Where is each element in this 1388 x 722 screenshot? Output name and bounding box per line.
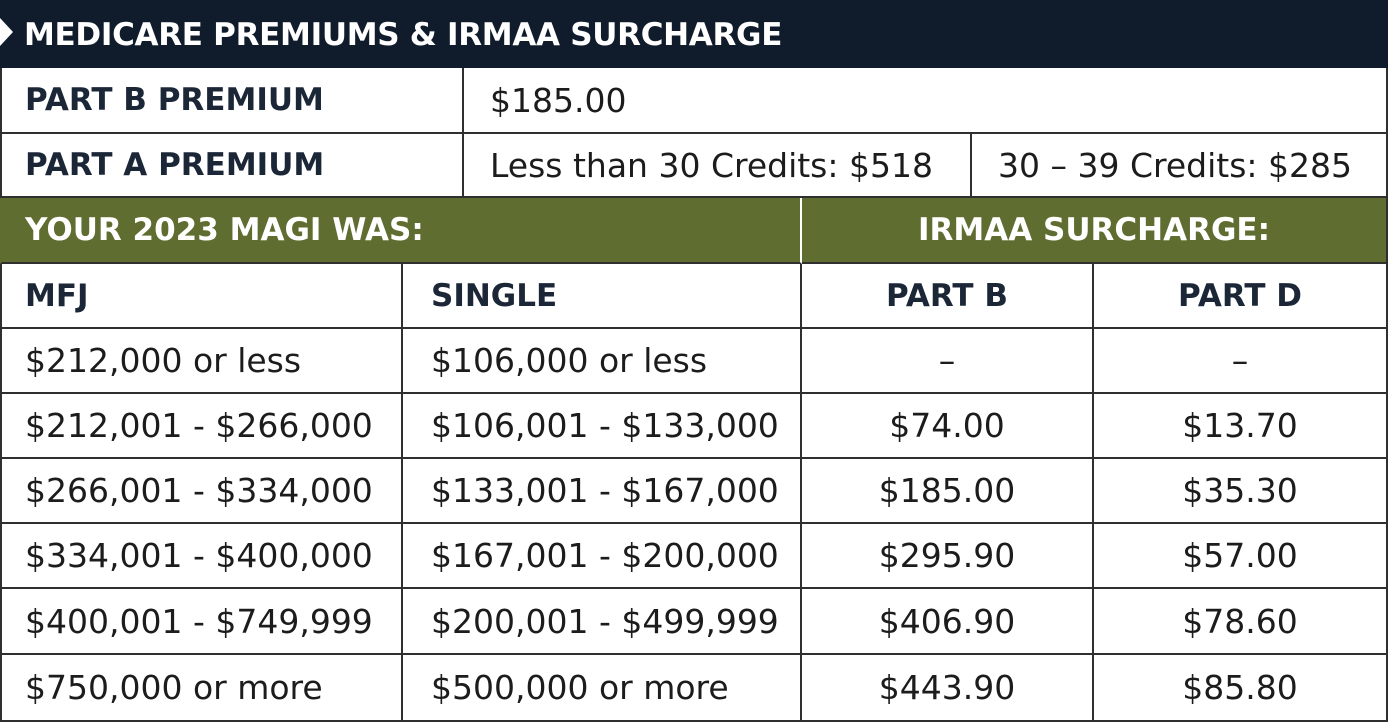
part-d-cell: $35.30: [1094, 459, 1388, 524]
table-row: $212,001 - $266,000 $106,001 - $133,000 …: [0, 394, 1388, 459]
part-b-cell: $74.00: [802, 394, 1094, 459]
mfj-cell: $400,001 - $749,999: [0, 589, 403, 655]
part-b-premium-value: $185.00: [464, 68, 1388, 134]
title-arrow-icon: [0, 18, 13, 46]
table-row: $750,000 or more $500,000 or more $443.9…: [0, 655, 1388, 722]
part-b-cell: $443.90: [802, 655, 1094, 722]
section-band: YOUR 2023 MAGI WAS: IRMAA SURCHARGE:: [0, 198, 1388, 264]
part-b-premium-row: PART B PREMIUM $185.00: [0, 68, 1388, 134]
part-d-cell: $13.70: [1094, 394, 1388, 459]
mfj-cell: $750,000 or more: [0, 655, 403, 722]
part-b-cell: $295.90: [802, 524, 1094, 589]
table-title: MEDICARE PREMIUMS & IRMAA SURCHARGE: [24, 17, 783, 53]
column-header-single: SINGLE: [403, 264, 802, 329]
irmaa-heading: IRMAA SURCHARGE:: [802, 198, 1388, 264]
part-a-premium-row: PART A PREMIUM Less than 30 Credits: $51…: [0, 134, 1388, 198]
part-a-premium-label: PART A PREMIUM: [0, 134, 464, 198]
single-cell: $106,000 or less: [403, 329, 802, 394]
part-b-cell: $406.90: [802, 589, 1094, 655]
mfj-cell: $212,001 - $266,000: [0, 394, 403, 459]
part-b-premium-label: PART B PREMIUM: [0, 68, 464, 134]
table-row: $266,001 - $334,000 $133,001 - $167,000 …: [0, 459, 1388, 524]
part-d-cell: $78.60: [1094, 589, 1388, 655]
magi-heading: YOUR 2023 MAGI WAS:: [0, 198, 802, 264]
mfj-cell: $266,001 - $334,000: [0, 459, 403, 524]
column-header-row: MFJ SINGLE PART B PART D: [0, 264, 1388, 329]
part-b-cell: –: [802, 329, 1094, 394]
column-header-part-b: PART B: [802, 264, 1094, 329]
single-cell: $200,001 - $499,999: [403, 589, 802, 655]
part-a-option-under-30: Less than 30 Credits: $518: [464, 134, 972, 198]
part-d-cell: –: [1094, 329, 1388, 394]
mfj-cell: $334,001 - $400,000: [0, 524, 403, 589]
single-cell: $106,001 - $133,000: [403, 394, 802, 459]
single-cell: $500,000 or more: [403, 655, 802, 722]
single-cell: $133,001 - $167,000: [403, 459, 802, 524]
part-a-option-30-39: 30 – 39 Credits: $285: [972, 134, 1388, 198]
title-bar: MEDICARE PREMIUMS & IRMAA SURCHARGE: [0, 0, 1388, 68]
part-d-cell: $85.80: [1094, 655, 1388, 722]
mfj-cell: $212,000 or less: [0, 329, 403, 394]
single-cell: $167,001 - $200,000: [403, 524, 802, 589]
part-d-cell: $57.00: [1094, 524, 1388, 589]
column-header-part-d: PART D: [1094, 264, 1388, 329]
part-b-cell: $185.00: [802, 459, 1094, 524]
table-row: $400,001 - $749,999 $200,001 - $499,999 …: [0, 589, 1388, 655]
table-row: $212,000 or less $106,000 or less – –: [0, 329, 1388, 394]
column-header-mfj: MFJ: [0, 264, 403, 329]
table-row: $334,001 - $400,000 $167,001 - $200,000 …: [0, 524, 1388, 589]
